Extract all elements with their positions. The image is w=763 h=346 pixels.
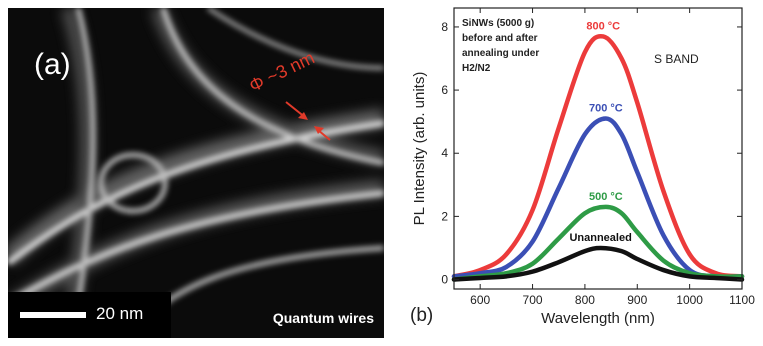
plot-area: 800 °C 700 °C 500 °C Unannealed (451, 20, 745, 282)
y-tick-label: 6 (441, 83, 448, 97)
series-line-3 (451, 245, 745, 282)
x-tick-label: 1100 (729, 293, 755, 307)
series-line-0 (451, 33, 745, 279)
nanowire-strand (61, 8, 94, 338)
y-tick-label: 8 (441, 20, 448, 34)
y-tick-label: 4 (441, 146, 448, 160)
series-label-3: Unannealed (569, 232, 631, 244)
micrograph-panel: (a) Φ ~3 nm 20 nm Quantum wires (8, 8, 384, 338)
scale-bar-label: 20 nm (96, 304, 144, 323)
nanowire-strand (160, 8, 384, 166)
diameter-arrowhead (314, 126, 324, 134)
y-axis-title: PL Intensity (arb. units) (411, 72, 428, 226)
nanowire-strand (8, 120, 384, 266)
y-tick-label: 2 (441, 209, 448, 223)
quantum-wires-caption: Quantum wires (272, 310, 374, 326)
series-line-2 (451, 204, 745, 282)
annotation-line: SiNWs (5000 g) (462, 18, 534, 29)
plot-frame (453, 7, 743, 290)
annotation-line: H2/N2 (462, 63, 491, 74)
y-tick-label: 0 (441, 273, 448, 287)
scale-bar: 20 nm (8, 292, 171, 338)
nanowire-strand (8, 190, 384, 306)
x-axis-title: Wavelength (nm) (541, 310, 655, 327)
scale-bar-line (20, 312, 86, 318)
series-label-2: 500 °C (589, 191, 623, 203)
nanowire-loop (98, 152, 168, 214)
x-tick-label: 600 (470, 293, 490, 307)
diameter-arrowhead (298, 112, 308, 120)
annotation-line: before and after (462, 33, 538, 44)
panel-a-label: (a) (34, 48, 71, 81)
chart-annotation: SiNWs (5000 g) before and after annealing … (462, 18, 699, 74)
x-tick-label: 800 (575, 293, 595, 307)
series-label-0: 800 °C (586, 20, 620, 32)
x-tick-label: 900 (627, 293, 647, 307)
annotation-line: annealing under (462, 48, 539, 59)
x-tick-label: 1000 (676, 293, 703, 307)
band-label: S BAND (654, 52, 699, 66)
series-line-1 (451, 116, 745, 280)
nanowire-strand (70, 8, 96, 338)
nanowire-micrograph (8, 8, 384, 338)
chart-axes: 600 700 800 900 1000 1100 0 2 4 6 8 Wavelength (nm)… (411, 7, 755, 327)
pl-spectrum-chart: 800 °C 700 °C 500 °C Unannealed 600 700 800 90… (411, 7, 755, 327)
panel-b-label: (b) (410, 305, 434, 326)
x-tick-label: 700 (523, 293, 543, 307)
series-label-1: 700 °C (589, 103, 623, 115)
nanowire-strand (206, 8, 384, 70)
